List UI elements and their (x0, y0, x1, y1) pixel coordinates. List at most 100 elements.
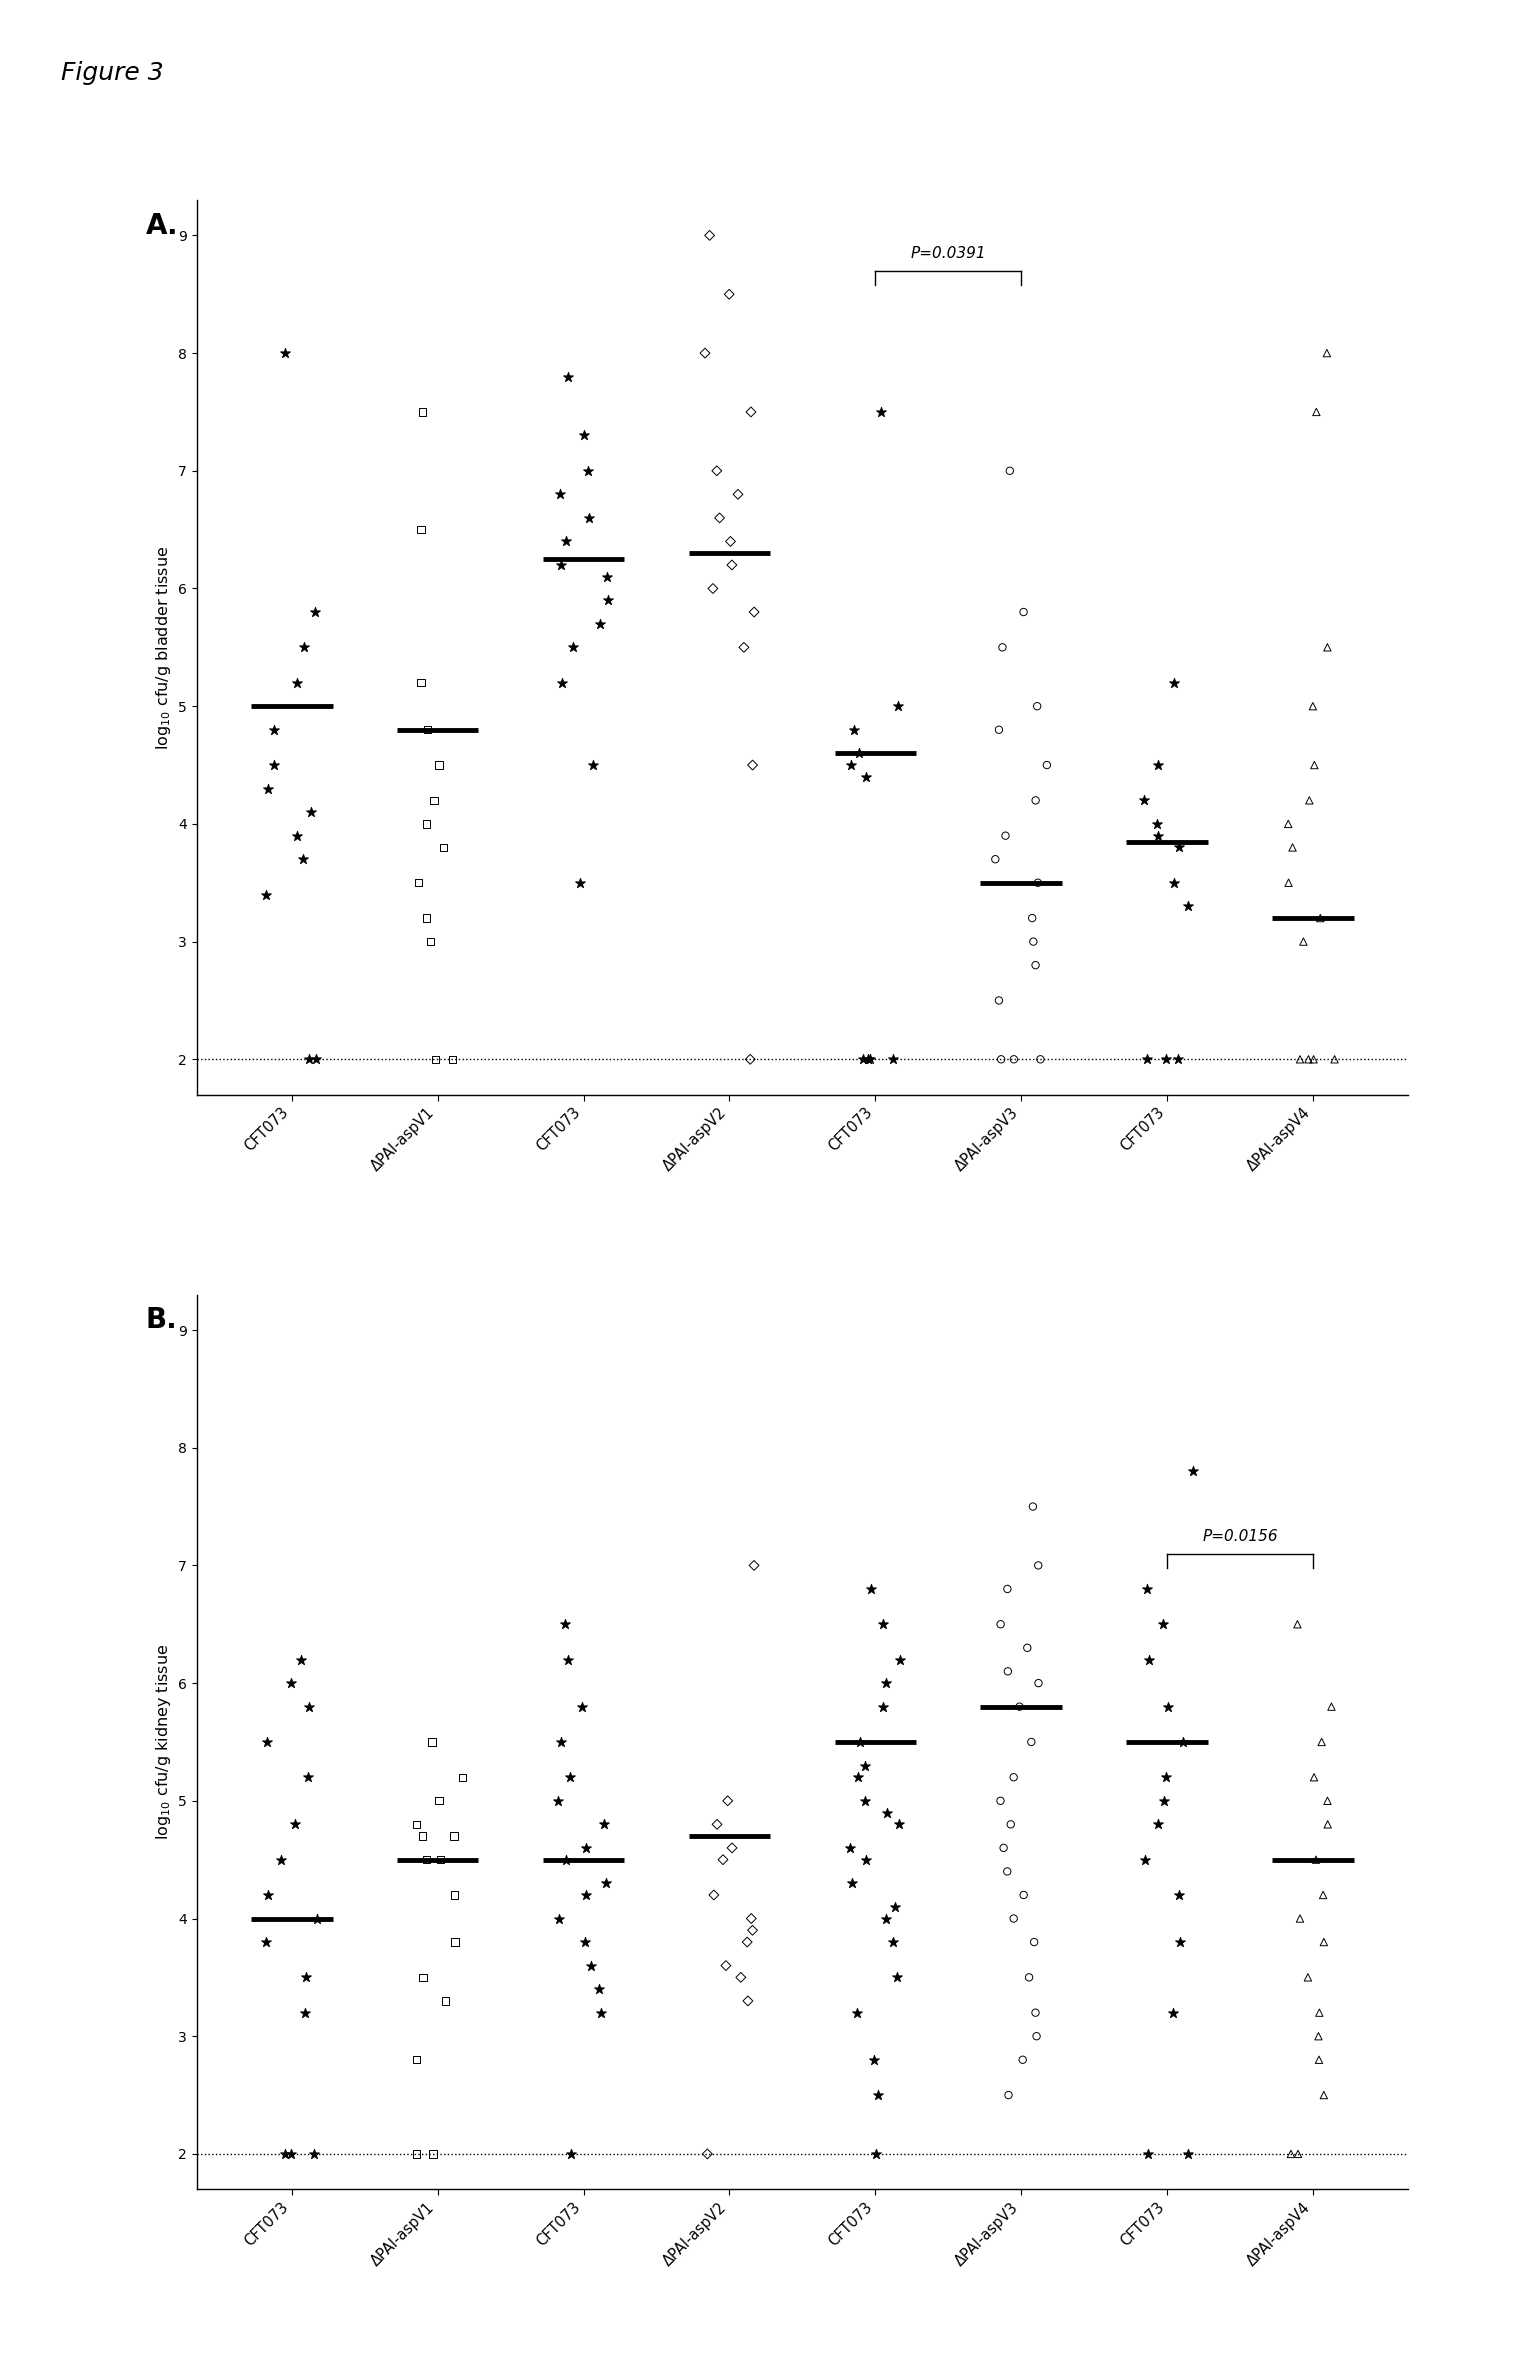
Point (415, 711, 439, 749)
Point (442, 1923, 466, 1961)
Point (1002, 1758, 1026, 1796)
Point (548, 546, 572, 584)
Point (431, 829, 456, 866)
Point (736, 1923, 760, 1961)
Point (1167, 1876, 1192, 1914)
Point (404, 1806, 428, 1843)
Point (1020, 899, 1045, 937)
Point (1022, 1923, 1046, 1961)
Point (556, 358, 580, 395)
Point (1316, 1806, 1340, 1843)
Point (837, 1829, 861, 1867)
Point (1023, 1994, 1048, 2032)
Point (1155, 1688, 1179, 1725)
Point (273, 2135, 297, 2173)
Text: P=0.0156: P=0.0156 (1202, 1530, 1278, 1544)
Point (1002, 1900, 1026, 1937)
Point (1322, 1040, 1346, 1078)
Point (291, 840, 315, 878)
Point (1163, 864, 1187, 902)
Point (719, 546, 743, 584)
Point (1152, 1782, 1176, 1820)
Point (422, 782, 447, 819)
Point (1154, 1758, 1178, 1796)
Point (989, 1605, 1013, 1643)
Point (887, 1806, 911, 1843)
Point (554, 523, 578, 560)
Point (993, 817, 1017, 855)
Point (1026, 1664, 1051, 1702)
Point (861, 2041, 886, 2079)
Point (995, 1853, 1019, 1890)
Point (999, 1806, 1023, 1843)
Point (1302, 1758, 1326, 1796)
Point (279, 2135, 303, 2173)
Point (410, 393, 435, 431)
Point (256, 1876, 280, 1914)
Point (1181, 1452, 1205, 1490)
Point (1297, 782, 1322, 819)
Point (1161, 1994, 1185, 2032)
Point (595, 558, 619, 596)
Point (1017, 1959, 1042, 1996)
Point (427, 1782, 451, 1820)
Y-axis label: log$_{10}$ cfu/g kidney tissue: log$_{10}$ cfu/g kidney tissue (153, 1643, 173, 1841)
Point (407, 864, 431, 902)
Point (1137, 1641, 1161, 1678)
Point (998, 452, 1022, 490)
Point (577, 452, 601, 490)
Point (736, 1982, 760, 2020)
Point (298, 793, 322, 831)
Point (1304, 1841, 1328, 1878)
Point (742, 593, 766, 631)
Point (854, 758, 878, 796)
Point (1311, 2076, 1335, 2114)
Point (1316, 629, 1340, 666)
Point (409, 664, 433, 701)
Point (731, 629, 755, 666)
Point (578, 1947, 603, 1984)
Point (273, 334, 297, 372)
Point (1279, 2135, 1304, 2173)
Point (857, 1040, 881, 1078)
Point (693, 334, 718, 372)
Point (574, 1876, 598, 1914)
Point (1146, 817, 1170, 855)
Point (424, 1040, 448, 1078)
Point (410, 1959, 435, 1996)
Point (574, 1829, 598, 1867)
Point (889, 1641, 913, 1678)
Point (864, 2135, 889, 2173)
Point (1134, 1570, 1158, 1608)
Point (409, 511, 433, 548)
Point (987, 982, 1011, 1019)
Point (1161, 664, 1185, 701)
Point (1296, 1040, 1320, 1078)
Point (427, 746, 451, 784)
Point (572, 1923, 597, 1961)
Point (553, 1605, 577, 1643)
Point (545, 1782, 569, 1820)
Point (1025, 2017, 1049, 2055)
Text: B.: B. (145, 1306, 177, 1335)
Point (1026, 864, 1051, 902)
Point (848, 734, 872, 772)
Point (713, 1947, 737, 1984)
Point (1285, 1605, 1310, 1643)
Point (886, 1959, 910, 1996)
Point (742, 1547, 766, 1584)
Point (593, 1864, 618, 1902)
Point (1022, 923, 1046, 960)
Point (262, 711, 286, 749)
Point (557, 1758, 581, 1796)
Point (1314, 334, 1338, 372)
Point (283, 1806, 307, 1843)
Point (292, 1994, 316, 2032)
Point (285, 817, 309, 855)
Point (1285, 2135, 1310, 2173)
Point (1169, 1923, 1193, 1961)
Point (718, 275, 742, 313)
Point (987, 711, 1011, 749)
Point (728, 1959, 752, 1996)
Point (1302, 1040, 1326, 1078)
